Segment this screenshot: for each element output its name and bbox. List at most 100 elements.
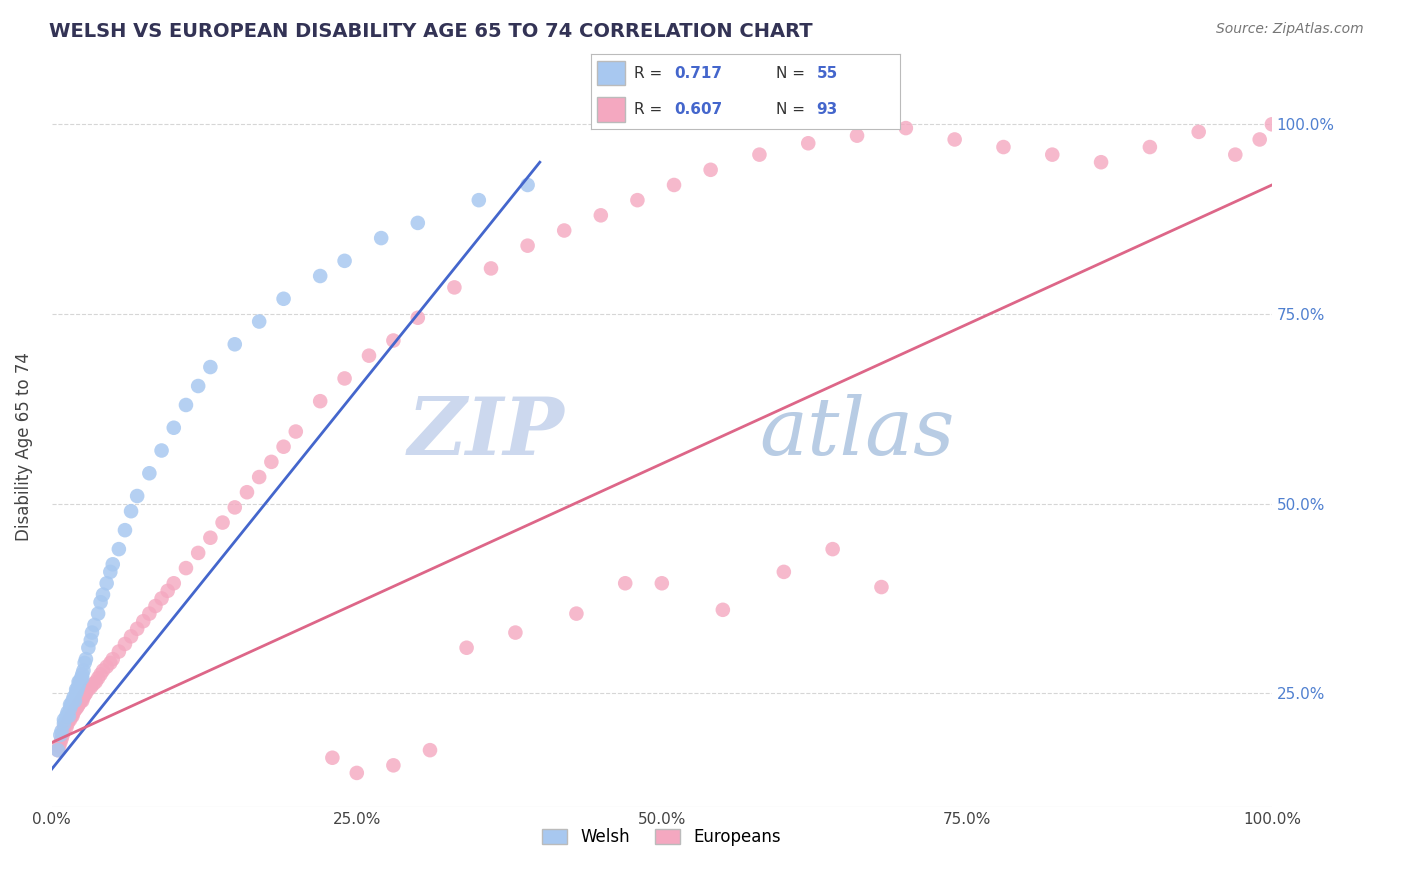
- Point: [516, 178, 538, 192]
- Point: [894, 121, 917, 136]
- Text: WELSH VS EUROPEAN DISABILITY AGE 65 TO 74 CORRELATION CHART: WELSH VS EUROPEAN DISABILITY AGE 65 TO 7…: [49, 22, 813, 41]
- Text: ZIP: ZIP: [408, 393, 564, 471]
- Point: [72, 690, 94, 704]
- Point: [90, 595, 112, 609]
- Point: [72, 664, 94, 678]
- Point: [187, 379, 209, 393]
- Point: [247, 314, 270, 328]
- Point: [65, 686, 87, 700]
- Point: [67, 679, 90, 693]
- Point: [406, 216, 429, 230]
- Point: [797, 136, 820, 151]
- Point: [870, 580, 893, 594]
- Point: [505, 625, 527, 640]
- Point: [49, 735, 72, 749]
- Text: N =: N =: [776, 102, 810, 117]
- Point: [333, 253, 356, 268]
- Point: [114, 637, 136, 651]
- Point: [73, 688, 96, 702]
- Point: [211, 516, 233, 530]
- Point: [67, 698, 90, 712]
- Point: [273, 440, 295, 454]
- Point: [120, 504, 142, 518]
- Point: [127, 489, 149, 503]
- Point: [614, 576, 637, 591]
- Point: [56, 716, 79, 731]
- Point: [357, 349, 380, 363]
- Point: [75, 686, 97, 700]
- Point: [821, 542, 844, 557]
- Point: [943, 132, 966, 146]
- Point: [200, 531, 222, 545]
- Point: [63, 694, 86, 708]
- Point: [565, 607, 588, 621]
- Point: [187, 546, 209, 560]
- Point: [75, 652, 97, 666]
- Point: [59, 713, 82, 727]
- Point: [72, 671, 94, 685]
- Point: [82, 677, 104, 691]
- Point: [91, 588, 114, 602]
- Point: [48, 739, 70, 754]
- Point: [370, 231, 392, 245]
- Point: [1225, 147, 1247, 161]
- Point: [382, 334, 405, 348]
- Point: [479, 261, 502, 276]
- Point: [150, 591, 173, 606]
- Text: R =: R =: [634, 66, 666, 81]
- Text: 0.607: 0.607: [673, 102, 723, 117]
- Point: [553, 223, 575, 237]
- Point: [52, 728, 75, 742]
- Text: 93: 93: [817, 102, 838, 117]
- Point: [98, 656, 121, 670]
- Point: [72, 667, 94, 681]
- Legend: Welsh, Europeans: Welsh, Europeans: [536, 822, 787, 853]
- Point: [96, 659, 118, 673]
- Point: [748, 147, 770, 161]
- Text: 0.717: 0.717: [673, 66, 723, 81]
- Point: [59, 701, 82, 715]
- Point: [333, 371, 356, 385]
- Point: [346, 766, 368, 780]
- Point: [65, 701, 87, 715]
- Point: [224, 500, 246, 515]
- Point: [77, 640, 100, 655]
- Point: [52, 724, 75, 739]
- Point: [98, 565, 121, 579]
- Point: [55, 720, 77, 734]
- Point: [309, 394, 332, 409]
- Point: [80, 633, 103, 648]
- Text: Source: ZipAtlas.com: Source: ZipAtlas.com: [1216, 22, 1364, 37]
- Point: [52, 720, 75, 734]
- Point: [62, 694, 84, 708]
- Point: [138, 467, 160, 481]
- Point: [46, 743, 69, 757]
- Point: [711, 603, 734, 617]
- Point: [59, 698, 82, 712]
- Point: [200, 359, 222, 374]
- Point: [699, 162, 721, 177]
- Point: [83, 618, 105, 632]
- Point: [87, 671, 110, 685]
- Point: [55, 709, 77, 723]
- Point: [51, 724, 73, 739]
- Point: [46, 743, 69, 757]
- Point: [108, 542, 131, 557]
- Point: [52, 713, 75, 727]
- Point: [321, 750, 343, 764]
- Point: [60, 709, 83, 723]
- Point: [80, 625, 103, 640]
- Point: [66, 682, 89, 697]
- Point: [60, 698, 83, 712]
- Point: [846, 128, 869, 143]
- Point: [69, 695, 91, 709]
- Point: [260, 455, 283, 469]
- Point: [651, 576, 673, 591]
- Point: [58, 709, 80, 723]
- Point: [273, 292, 295, 306]
- Point: [443, 280, 465, 294]
- Point: [516, 238, 538, 252]
- Point: [63, 703, 86, 717]
- Text: atlas: atlas: [759, 393, 955, 471]
- Point: [70, 694, 93, 708]
